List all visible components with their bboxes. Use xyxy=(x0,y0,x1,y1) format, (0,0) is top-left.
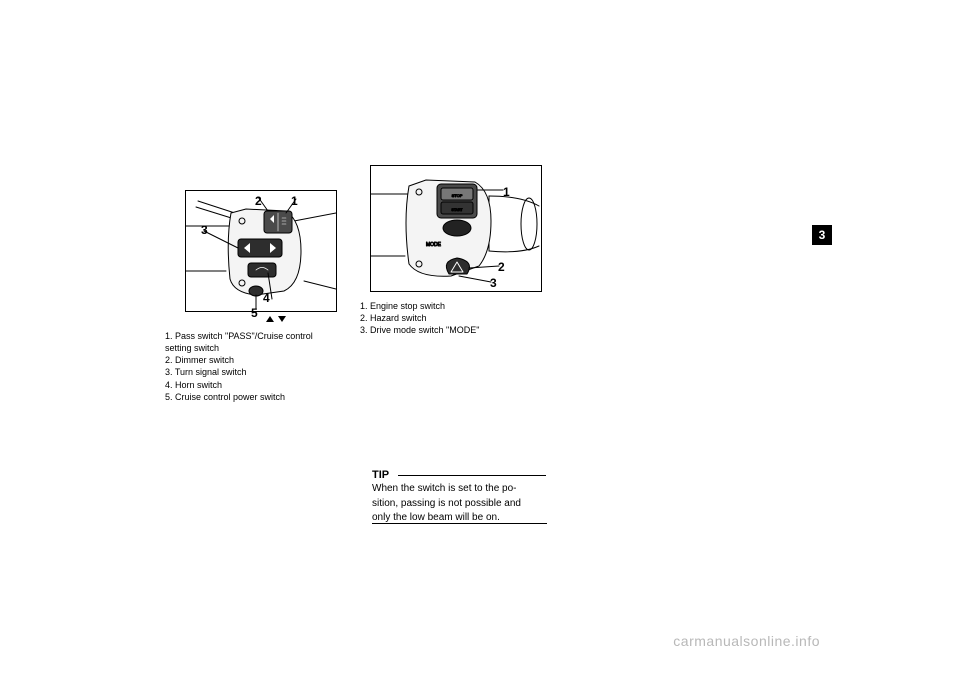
right-switch-diagram: STOP START MODE xyxy=(371,166,541,291)
cruise-arrows-icon xyxy=(260,312,290,326)
caption-line: 5. Cruise control power switch xyxy=(165,391,313,403)
figure-left-handlebar xyxy=(185,190,337,312)
watermark: carmanualsonline.info xyxy=(673,633,820,649)
tip-line: When the switch is set to the po- xyxy=(372,482,521,497)
caption-line: 4. Horn switch xyxy=(165,379,313,391)
left-switch-diagram xyxy=(186,191,336,311)
tip-body-text: When the switch is set to the po- sition… xyxy=(372,482,521,526)
callout-left-2: 2 xyxy=(255,194,262,208)
callout-right-2: 2 xyxy=(498,260,505,274)
svg-text:START: START xyxy=(451,208,463,212)
callout-left-4: 4 xyxy=(263,291,270,305)
svg-text:MODE: MODE xyxy=(426,242,442,248)
figure-left-caption: 1. Pass switch "PASS"/Cruise control set… xyxy=(165,330,313,403)
tip-line: sition, passing is not possible and xyxy=(372,497,521,512)
caption-line: 3. Turn signal switch xyxy=(165,366,313,378)
callout-left-3: 3 xyxy=(201,223,208,237)
tip-end-divider xyxy=(372,523,547,524)
chapter-tab: 3 xyxy=(812,225,832,245)
tip-divider xyxy=(398,475,546,476)
callout-right-1: 1 xyxy=(503,185,510,199)
caption-line: 1. Engine stop switch xyxy=(360,300,479,312)
callout-left-5: 5 xyxy=(251,306,258,320)
figure-right-handlebar: STOP START MODE xyxy=(370,165,542,292)
callout-right-3: 3 xyxy=(490,276,497,290)
caption-line: 2. Hazard switch xyxy=(360,312,479,324)
caption-line: 1. Pass switch "PASS"/Cruise control xyxy=(165,330,313,342)
figure-right-caption: 1. Engine stop switch 2. Hazard switch 3… xyxy=(360,300,479,336)
caption-line: setting switch xyxy=(165,342,313,354)
caption-line: 2. Dimmer switch xyxy=(165,354,313,366)
caption-line: 3. Drive mode switch "MODE" xyxy=(360,324,479,336)
callout-left-1: 1 xyxy=(291,194,298,208)
svg-text:STOP: STOP xyxy=(452,193,463,198)
manual-page: 3 1 2 3 4 5 1. Pass switch "PASS"/Cruise… xyxy=(0,0,960,679)
